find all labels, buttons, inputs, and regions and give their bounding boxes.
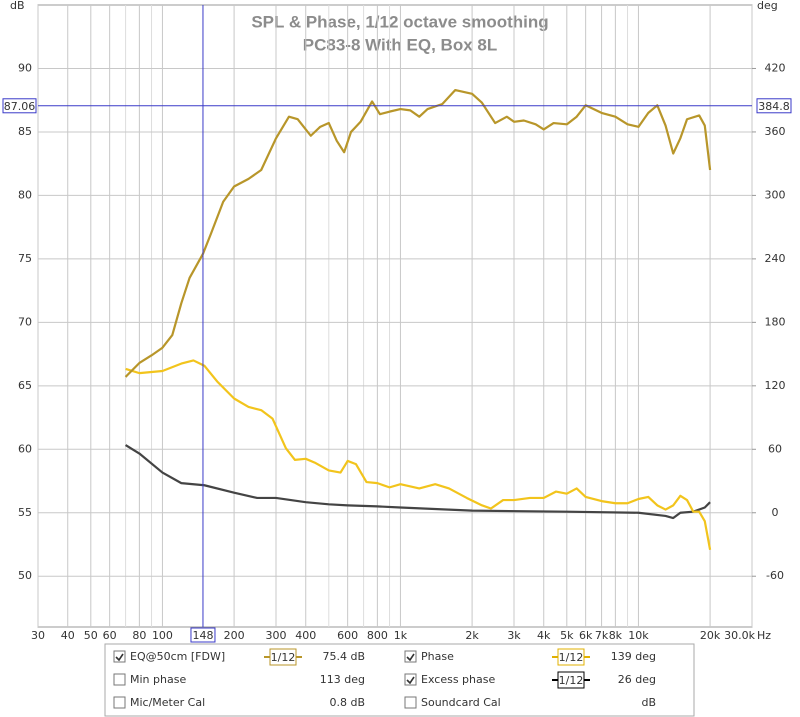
y-tick-label: 85	[18, 125, 32, 138]
checkbox[interactable]	[404, 673, 417, 686]
x-tick-label: 30	[31, 629, 45, 642]
checkbox[interactable]	[113, 696, 126, 709]
smoothing-label: 1/12	[559, 651, 584, 664]
y2-tick-label: -60	[766, 569, 784, 582]
x-tick-label: 7k	[595, 629, 609, 642]
y2-tick-label: 180	[765, 315, 786, 328]
x-tick-label: 600	[337, 629, 358, 642]
readout-label: Mic/Meter Cal	[130, 696, 205, 709]
smoothing-box[interactable]	[557, 648, 585, 666]
series-line	[125, 359, 712, 550]
x-tick-label: 80	[132, 629, 146, 642]
readout-label: Phase	[421, 650, 454, 663]
x-tick-label: 2k	[465, 629, 479, 642]
x-tick-label: 100	[152, 629, 173, 642]
cursor-y-label: 87.06	[4, 100, 36, 113]
y-tick-label: 75	[18, 252, 32, 265]
y-tick-label: 50	[18, 569, 32, 582]
x-tick-label: 300	[266, 629, 287, 642]
y2-tick-label: 240	[765, 252, 786, 265]
readout-value: 113 deg	[320, 673, 365, 686]
smoothing-box[interactable]	[269, 648, 297, 666]
y2-tick-label: 120	[765, 379, 786, 392]
cursor-y2-box	[756, 98, 792, 114]
cursor-x-box	[190, 627, 216, 643]
readout-value: 26 deg	[618, 673, 656, 686]
checkmark	[115, 653, 124, 662]
y-tick-label: 55	[18, 506, 32, 519]
x-tick-label: 40	[61, 629, 75, 642]
x-tick-label: 200	[224, 629, 245, 642]
readout-label: EQ@50cm [FDW]	[130, 650, 225, 663]
x-tick-label: 50	[84, 629, 98, 642]
smoothing-label: 1/12	[271, 651, 296, 664]
y2-tick-label: 300	[765, 188, 786, 201]
x-tick-label: 60	[103, 629, 117, 642]
x-tick-label: 800	[367, 629, 388, 642]
readout-value: 75.4 dB	[322, 650, 365, 663]
x-tick-label: 3k	[507, 629, 521, 642]
y2-tick-label: 420	[765, 61, 786, 74]
readout-value: 139 deg	[611, 650, 656, 663]
y2-tick-label: 360	[765, 125, 786, 138]
legend-panel	[104, 643, 695, 717]
x-tick-label: 400	[295, 629, 316, 642]
y-axis-label: dB	[10, 0, 25, 12]
x-tick-label: 1k	[394, 629, 408, 642]
smoothing-box[interactable]	[557, 671, 585, 689]
x-tick-label: 6k	[579, 629, 593, 642]
checkbox[interactable]	[113, 650, 126, 663]
readout-value: 0.8 dB	[329, 696, 365, 709]
y2-tick-label: 60	[768, 442, 782, 455]
y2-axis-label: deg	[757, 0, 778, 12]
cursor-y2-label: 384.8	[758, 100, 790, 113]
series-line	[125, 444, 711, 520]
y-tick-label: 65	[18, 379, 32, 392]
readout-label: Min phase	[130, 673, 186, 686]
y-tick-label: 60	[18, 442, 32, 455]
y-tick-label: 80	[18, 188, 32, 201]
smoothing-label: 1/12	[559, 674, 584, 687]
checkmark	[406, 676, 415, 685]
cursor-y-box	[2, 98, 37, 114]
x-tick-label: 8k	[609, 629, 623, 642]
x-tick-label: 30.0k	[724, 629, 755, 642]
readout-value: dB	[641, 696, 656, 709]
series-line	[124, 88, 712, 378]
y-tick-label: 90	[18, 61, 32, 74]
readout-label: Excess phase	[421, 673, 495, 686]
readout-label: Soundcard Cal	[421, 696, 501, 709]
x-tick-label: 4k	[537, 629, 551, 642]
checkmark	[406, 653, 415, 662]
checkbox[interactable]	[113, 673, 126, 686]
x-tick-label: 20k	[700, 629, 721, 642]
x-unit: Hz	[757, 629, 771, 642]
x-tick-label: 5k	[560, 629, 574, 642]
checkbox[interactable]	[404, 650, 417, 663]
plot-area	[37, 4, 753, 628]
x-tick-label: 10k	[628, 629, 649, 642]
checkbox[interactable]	[404, 696, 417, 709]
y2-tick-label: 0	[772, 506, 779, 519]
cursor-x-label: 148	[192, 629, 213, 642]
y-tick-label: 70	[18, 315, 32, 328]
